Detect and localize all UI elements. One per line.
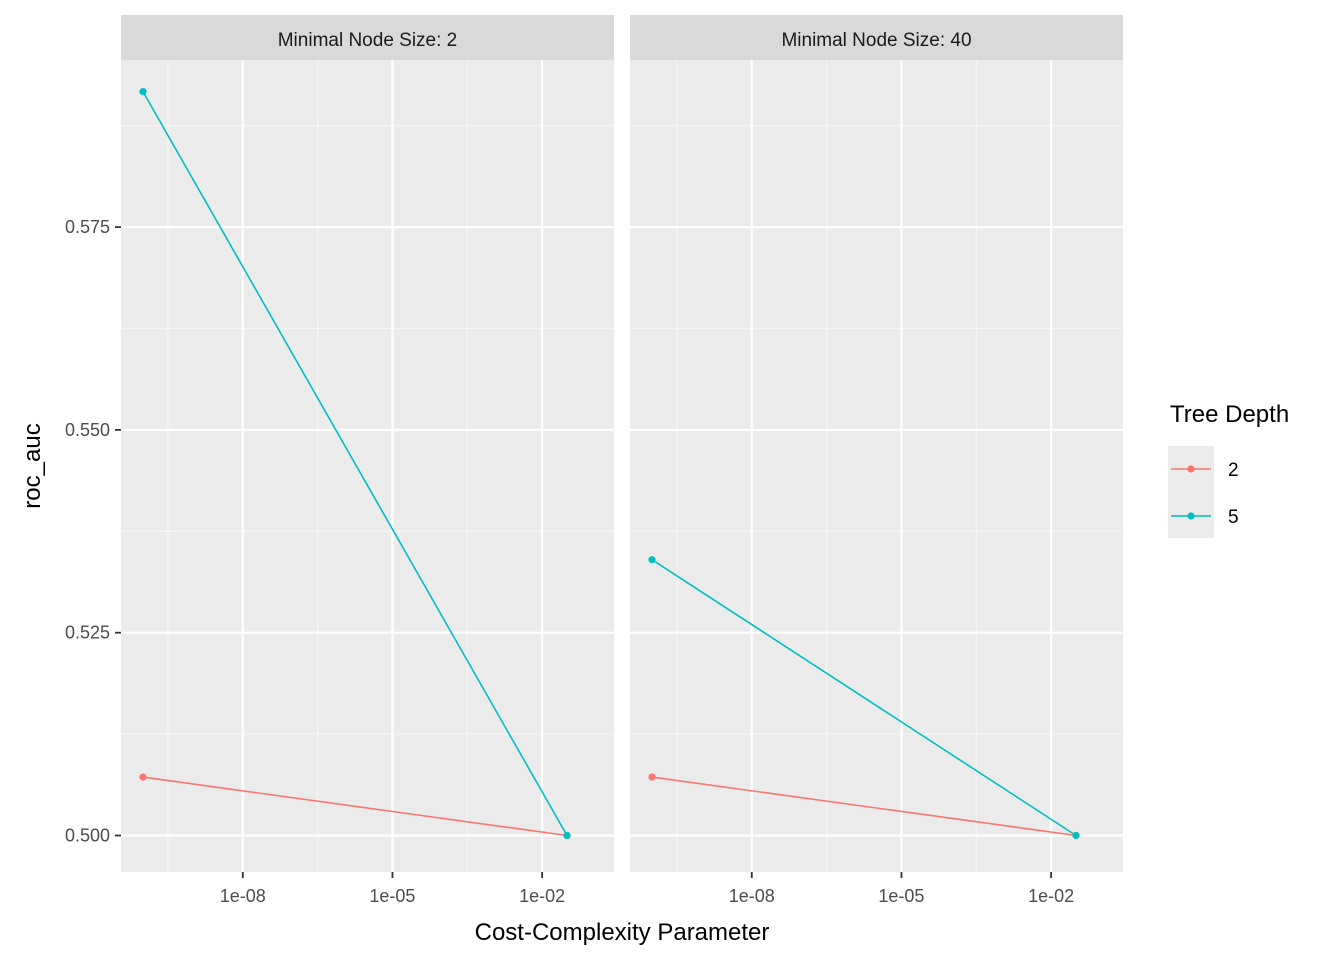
facet-strip-label: Minimal Node Size: 40 xyxy=(781,30,971,51)
panel-background xyxy=(630,60,1123,872)
y-tick-label: 0.575 xyxy=(65,217,110,237)
data-point-depth-5 xyxy=(139,88,147,96)
panel-background xyxy=(121,60,614,872)
facet-strip xyxy=(630,15,1123,60)
legend-key-point-2 xyxy=(1187,465,1195,473)
y-axis-title: roc_auc xyxy=(19,423,46,508)
data-point-depth-5 xyxy=(648,556,656,564)
x-tick-label: 1e-08 xyxy=(729,886,775,906)
data-point-depth-5 xyxy=(563,831,571,840)
legend-entries: 25 xyxy=(1171,460,1239,528)
x-tick-label: 1e-02 xyxy=(1028,886,1074,906)
data-point-depth-5 xyxy=(1072,831,1080,840)
facet-strip xyxy=(121,15,614,60)
y-tick-label: 0.500 xyxy=(65,825,110,845)
series-line-depth-2 xyxy=(142,776,568,837)
x-axis-title: Cost-Complexity Parameter xyxy=(475,919,770,946)
y-tick-label: 0.550 xyxy=(65,420,110,440)
series-line-depth-2 xyxy=(651,776,1077,837)
series-line-depth-5 xyxy=(142,91,568,836)
x-tick-label: 1e-08 xyxy=(220,886,266,906)
legend-key-point-5 xyxy=(1187,512,1195,520)
data-point-depth-2 xyxy=(139,773,147,781)
x-tick-label: 1e-05 xyxy=(878,886,924,906)
panels: Minimal Node Size: 2 1e-08 1e-05 1e-02 0.500… xyxy=(65,15,1123,906)
legend-key-background xyxy=(1168,446,1214,538)
data-point-depth-2 xyxy=(648,773,656,781)
legend: Tree Depth 25 xyxy=(1168,401,1289,538)
series-line-depth-5 xyxy=(651,559,1077,837)
legend-label-5: 5 xyxy=(1228,507,1239,528)
legend-label-2: 2 xyxy=(1228,460,1239,481)
panel-2: Minimal Node Size: 40 1e-08 1e-05 1e-02 xyxy=(630,15,1123,906)
x-tick-label: 1e-05 xyxy=(369,886,415,906)
x-tick-label: 1e-02 xyxy=(519,886,565,906)
y-tick-label: 0.525 xyxy=(65,623,110,643)
legend-title: Tree Depth xyxy=(1170,401,1289,428)
panel-1: Minimal Node Size: 2 1e-08 1e-05 1e-02 0.500… xyxy=(65,15,614,906)
facet-strip-label: Minimal Node Size: 2 xyxy=(278,30,458,51)
